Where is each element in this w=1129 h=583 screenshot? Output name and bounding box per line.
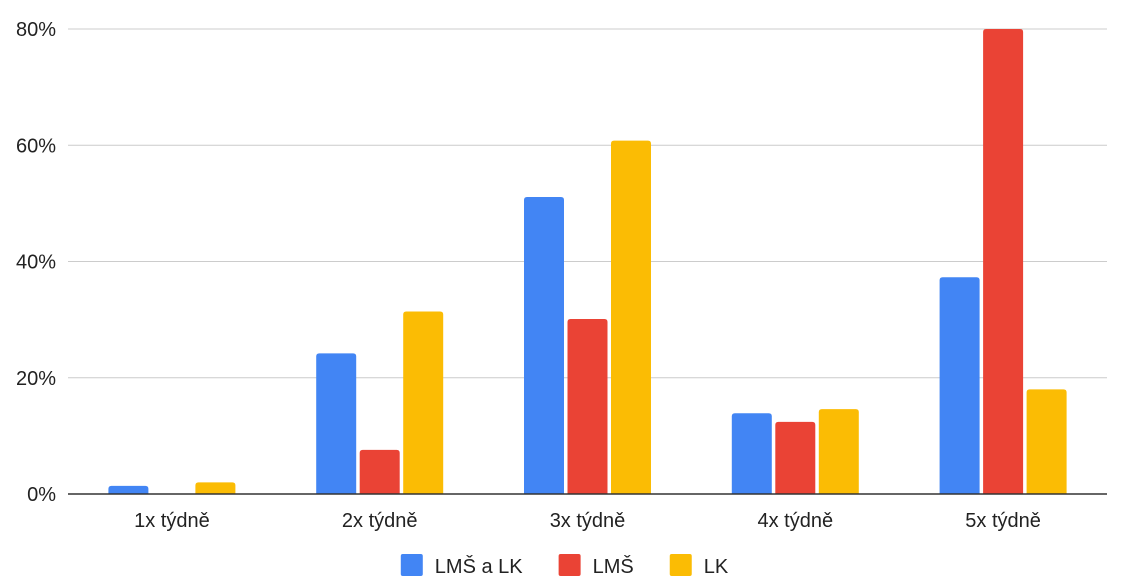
legend-item: LK: [669, 554, 729, 578]
legend: LMŠ a LK LMŠ LK: [400, 554, 729, 578]
y-tick-label: 20%: [16, 368, 56, 390]
y-axis-tick-labels: 0% 20% 40% 60% 80%: [16, 19, 56, 506]
bar: [731, 413, 772, 494]
bar: [403, 311, 444, 494]
bar: [818, 409, 859, 494]
bar: [1026, 389, 1067, 494]
legend-label: LK: [704, 556, 729, 578]
legend-label: LMŠ a LK: [435, 555, 523, 578]
bar: [939, 277, 980, 494]
bar: [316, 353, 357, 494]
bar: [567, 319, 608, 494]
x-tick-label: 3x týdně: [550, 510, 626, 532]
y-tick-label: 60%: [16, 135, 56, 157]
x-tick-label: 1x týdně: [134, 510, 210, 532]
legend-item: LMŠ a LK: [400, 554, 523, 578]
bar: [108, 485, 149, 494]
legend-swatch: [558, 554, 581, 576]
bar: [983, 29, 1024, 494]
legend-swatch: [400, 554, 423, 576]
bar: [195, 482, 236, 494]
y-tick-label: 80%: [16, 19, 56, 41]
bar: [775, 421, 816, 494]
x-axis-tick-labels: 1x týdně 2x týdně 3x týdně 4x týdně 5x týdně: [134, 510, 1041, 532]
bars: [108, 29, 1067, 494]
legend-swatch: [669, 554, 692, 576]
legend-item: LMŠ: [558, 554, 634, 578]
legend-label: LMŠ: [593, 555, 634, 578]
y-tick-label: 0%: [27, 484, 56, 506]
x-tick-label: 4x týdně: [757, 510, 833, 532]
bar: [611, 140, 651, 494]
y-tick-label: 40%: [16, 252, 56, 274]
x-tick-label: 5x týdně: [965, 510, 1041, 532]
bar: [524, 196, 564, 494]
bar: [359, 449, 400, 494]
x-tick-label: 2x týdně: [342, 510, 418, 532]
